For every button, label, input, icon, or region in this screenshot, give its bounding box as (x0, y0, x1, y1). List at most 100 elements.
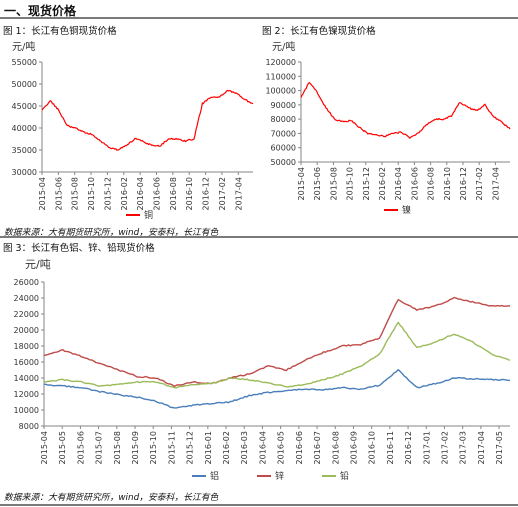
x-tick-label: 2015-08 (329, 167, 338, 200)
y-tick-label: 40000 (12, 124, 37, 133)
nickel-price-chart: 元/吨 120000 110000 100000 90000 80000 70000 6000… (265, 40, 511, 216)
x-tick-label: 2017-04 (491, 167, 500, 200)
legend-label-1: 锌 (275, 470, 284, 482)
y-axis-unit-label: 元/吨 (25, 258, 51, 271)
y-tick-label: 45000 (12, 102, 37, 111)
x-tick-label: 2016-02 (378, 167, 387, 200)
x-tick-label: 2015-04 (38, 177, 47, 210)
x-tick-label: 2017-05 (495, 431, 504, 464)
x-tick-label: 2016-06 (410, 167, 419, 200)
x-tick-label: 2016-08 (427, 167, 436, 200)
legend-label-2: 铅 (340, 470, 349, 482)
x-tick-label: 2015-12 (186, 431, 195, 464)
figure3-divider (0, 236, 518, 238)
legend-label-0: 铜 (144, 209, 153, 221)
x-tick-label: 2015-06 (313, 167, 322, 200)
x-tick-label: 2016-10 (368, 431, 377, 464)
x-tick-label: 2015-10 (87, 177, 96, 210)
y-tick-label: 14000 (14, 374, 39, 383)
y-tick-label: 110000 (265, 72, 296, 81)
x-tick-label: 2017-02 (475, 167, 484, 200)
section-title: 一、现货价格 (4, 4, 77, 18)
legend-label-0: 铝 (210, 470, 219, 482)
y-tick-label: 26000 (14, 278, 39, 287)
x-tick-label: 2016-08 (331, 431, 340, 464)
y-tick-label: 100000 (265, 87, 296, 96)
x-tick-label: 2016-06 (152, 177, 161, 210)
x-tick-label: 2015-04 (297, 167, 306, 200)
bottom-divider (0, 504, 518, 506)
y-axis-unit-label: 元/吨 (272, 40, 295, 53)
x-tick-label: 2016-04 (258, 431, 267, 464)
x-tick-label: 2015-04 (40, 431, 49, 464)
x-tick-label: 2015-05 (58, 431, 67, 464)
x-tick-label: 2016-10 (185, 177, 194, 210)
x-tick-label: 2016-02 (120, 177, 129, 210)
series-line-0 (43, 369, 511, 409)
copper-price-chart: 元/吨 55000 50000 45000 40000 35000 300002015-04… (12, 40, 254, 221)
y-tick-label: 120000 (265, 58, 296, 67)
y-tick-label: 20000 (14, 326, 39, 335)
figure1-title: 图 1：长江有色铜现货价格 (3, 26, 117, 37)
x-tick-label: 2016-12 (459, 167, 468, 200)
x-tick-label: 2015-08 (113, 431, 122, 464)
x-tick-label: 2016-08 (169, 177, 178, 210)
x-tick-label: 2015-06 (76, 431, 85, 464)
x-tick-label: 2016-10 (443, 167, 452, 200)
x-tick-label: 2017-04 (477, 431, 486, 464)
legend-label-0: 镍 (402, 204, 411, 216)
y-tick-label: 35000 (12, 146, 37, 155)
x-tick-label: 2016-04 (394, 167, 403, 200)
x-tick-label: 2015-11 (167, 431, 176, 464)
y-tick-label: 50000 (271, 158, 296, 167)
y-tick-label: 12000 (14, 390, 39, 399)
x-tick-label: 2016-11 (386, 431, 395, 464)
aluminum-zinc-lead-chart: 元/吨 26000 24000 22000 20000 18000 16000 14000 12… (14, 258, 511, 482)
x-tick-label: 2015-07 (95, 431, 104, 464)
y-axis-unit-label: 元/吨 (12, 40, 35, 53)
x-tick-label: 2017-02 (218, 177, 227, 210)
x-tick-label: 2016-02 (222, 431, 231, 464)
data-source-note-2: 数据来源：大有期货研究所，wind，安泰科，长江有色 (4, 493, 219, 503)
figure3-title: 图 3：长江有色铝、锌、铅现货价格 (3, 243, 155, 254)
x-tick-label: 2015-06 (54, 177, 63, 210)
y-tick-label: 8000 (19, 422, 39, 431)
x-tick-label: 2015-08 (71, 177, 80, 210)
x-tick-label: 2015-10 (346, 167, 355, 200)
y-tick-label: 80000 (271, 115, 296, 124)
x-tick-label: 2015-12 (103, 177, 112, 210)
y-tick-label: 70000 (271, 129, 296, 138)
x-tick-label: 2015-12 (362, 167, 371, 200)
y-tick-label: 30000 (12, 168, 37, 177)
y-tick-label: 24000 (14, 294, 39, 303)
y-tick-label: 18000 (14, 342, 39, 351)
x-tick-label: 2015-09 (131, 431, 140, 464)
x-tick-label: 2016-09 (349, 431, 358, 464)
series-line-1 (43, 296, 511, 388)
y-tick-label: 10000 (14, 406, 39, 415)
y-tick-label: 22000 (14, 310, 39, 319)
x-tick-label: 2016-12 (404, 431, 413, 464)
series-line-0 (300, 81, 511, 139)
x-tick-label: 2016-07 (313, 431, 322, 464)
y-tick-label: 60000 (271, 144, 296, 153)
series-line-2 (43, 321, 511, 389)
x-tick-label: 2017-03 (459, 431, 468, 464)
y-tick-label: 16000 (14, 358, 39, 367)
x-tick-label: 2016-05 (277, 431, 286, 464)
y-tick-label: 55000 (12, 58, 37, 67)
figure2-title: 图 2：长江有色镍现货价格 (262, 26, 376, 37)
x-tick-label: 2016-04 (136, 177, 145, 210)
x-tick-label: 2015-10 (149, 431, 158, 464)
x-tick-label: 2016-03 (240, 431, 249, 464)
x-tick-label: 2017-01 (422, 431, 431, 464)
x-tick-label: 2016-06 (295, 431, 304, 464)
y-tick-label: 90000 (271, 101, 296, 110)
series-line-0 (41, 89, 254, 151)
x-tick-label: 2016-12 (202, 177, 211, 210)
x-tick-label: 2017-02 (440, 431, 449, 464)
x-tick-label: 2017-04 (234, 177, 243, 210)
data-source-note: 数据来源：大有期货研究所，wind，安泰科，长江有色 (4, 228, 219, 238)
section-divider (0, 17, 518, 19)
x-tick-label: 2016-01 (204, 431, 213, 464)
